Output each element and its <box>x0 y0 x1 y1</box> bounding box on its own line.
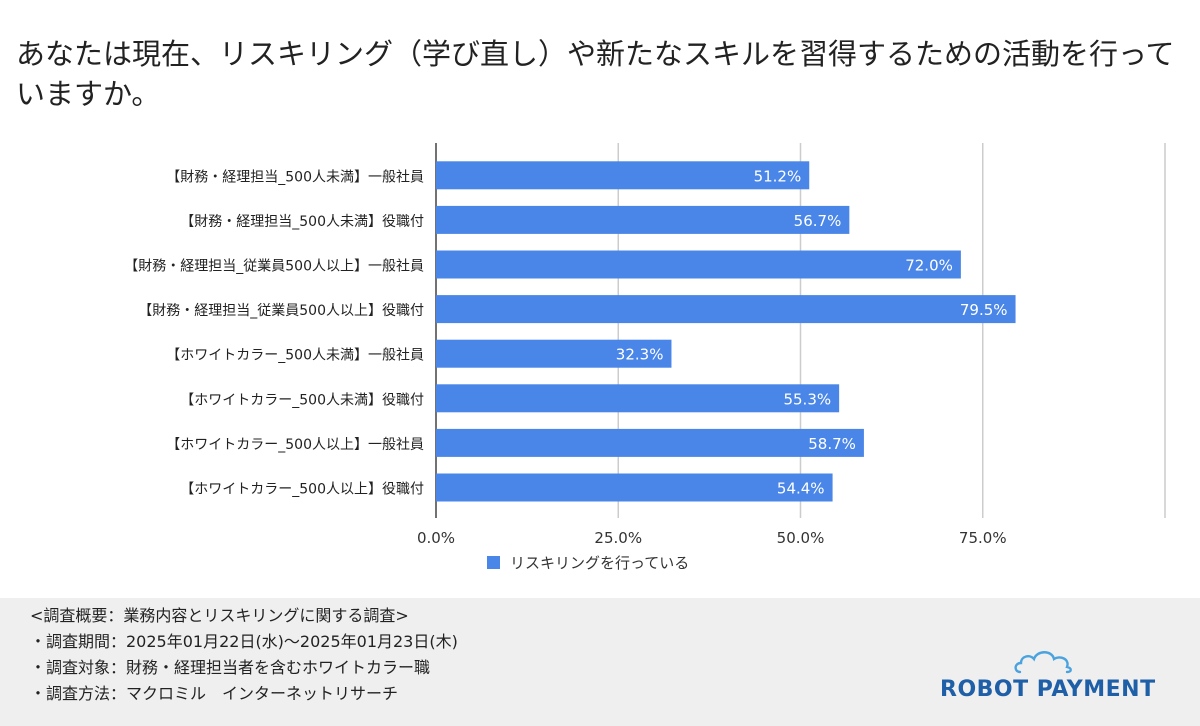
bar <box>436 339 672 368</box>
category-label: 【財務・経理担当_従業員500人以上】一般社員 <box>124 259 424 275</box>
x-tick-labels: 0.0% 25.0% 50.0% 75.0% <box>417 529 1007 547</box>
bar-chart: 51.2% 56.7% 72.0% 79.5% 32.3% 55.3% 58.7% 54.4%… <box>124 143 1166 572</box>
category-labels: 【財務・経理担当_500人未満】一般社員【財務・経理担当_500人未満】役職付【… <box>124 169 424 497</box>
x-tick-label: 25.0% <box>594 529 642 547</box>
x-tick-label: 75.0% <box>959 529 1007 547</box>
category-label: 【財務・経理担当_500人未満】役職付 <box>180 214 424 230</box>
bar <box>436 161 810 190</box>
bar <box>436 428 864 457</box>
x-tick-label: 0.0% <box>417 529 455 547</box>
category-label: 【ホワイトカラー_500人未満】一般社員 <box>166 348 424 364</box>
category-label: 【ホワイトカラー_500人以上】一般社員 <box>166 437 424 453</box>
bars: 51.2% 56.7% 72.0% 79.5% 32.3% 55.3% 58.7% 54.4% <box>436 161 1016 502</box>
category-label: 【ホワイトカラー_500人以上】役職付 <box>180 482 424 498</box>
bar <box>436 250 961 279</box>
survey-period: ・調査期間：2025年01月22日(水)〜2025年01月23日(木) <box>30 632 458 651</box>
bar <box>436 295 1016 324</box>
survey-summary: <調査概要：業務内容とリスキリングに関する調査> ・調査期間：2025年01月2… <box>0 598 1200 726</box>
survey-target: ・調査対象：財務・経理担当者を含むホワイトカラー職 <box>30 658 431 677</box>
robot-payment-logo: ROBOT PAYMENT <box>940 648 1160 704</box>
category-label: 【財務・経理担当_従業員500人以上】役職付 <box>138 303 424 319</box>
data-label: 79.5% <box>960 301 1008 319</box>
data-label: 54.4% <box>777 480 825 498</box>
logo-text: ROBOT PAYMENT <box>940 677 1156 702</box>
x-tick-label: 50.0% <box>777 529 825 547</box>
data-label: 51.2% <box>754 167 802 185</box>
survey-method: ・調査方法：マクロミル インターネットリサーチ <box>30 684 399 703</box>
legend-swatch <box>487 556 500 569</box>
data-label: 58.7% <box>808 435 856 453</box>
category-label: 【ホワイトカラー_500人未満】役職付 <box>180 392 424 408</box>
category-label: 【財務・経理担当_500人未満】一般社員 <box>166 169 424 185</box>
data-label: 72.0% <box>905 257 953 275</box>
gridlines <box>435 143 1166 518</box>
chart-title: あなたは現在、リスキリング（学び直し）や新たなスキルを習得するための活動を行って… <box>16 37 1175 111</box>
data-label: 56.7% <box>794 212 842 230</box>
data-label: 32.3% <box>616 346 664 364</box>
legend-label: リスキリングを行っている <box>510 554 689 572</box>
data-label: 55.3% <box>783 390 831 408</box>
legend: リスキリングを行っている <box>487 554 689 572</box>
bar <box>436 473 833 502</box>
bar <box>436 205 850 234</box>
bar <box>436 384 840 413</box>
cloud-icon <box>1014 651 1072 674</box>
survey-heading: <調査概要：業務内容とリスキリングに関する調査> <box>30 606 409 625</box>
